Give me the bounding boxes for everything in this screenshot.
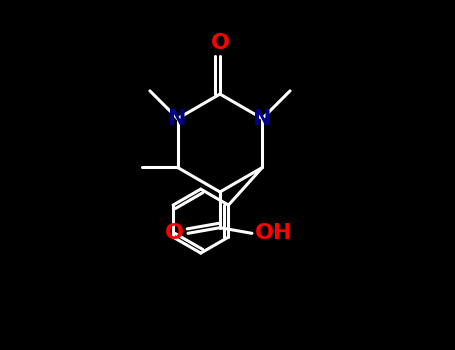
Text: O: O (165, 223, 184, 243)
Text: O: O (211, 34, 229, 54)
Text: N: N (253, 108, 272, 128)
Text: OH: OH (255, 223, 293, 243)
Text: N: N (168, 108, 187, 128)
